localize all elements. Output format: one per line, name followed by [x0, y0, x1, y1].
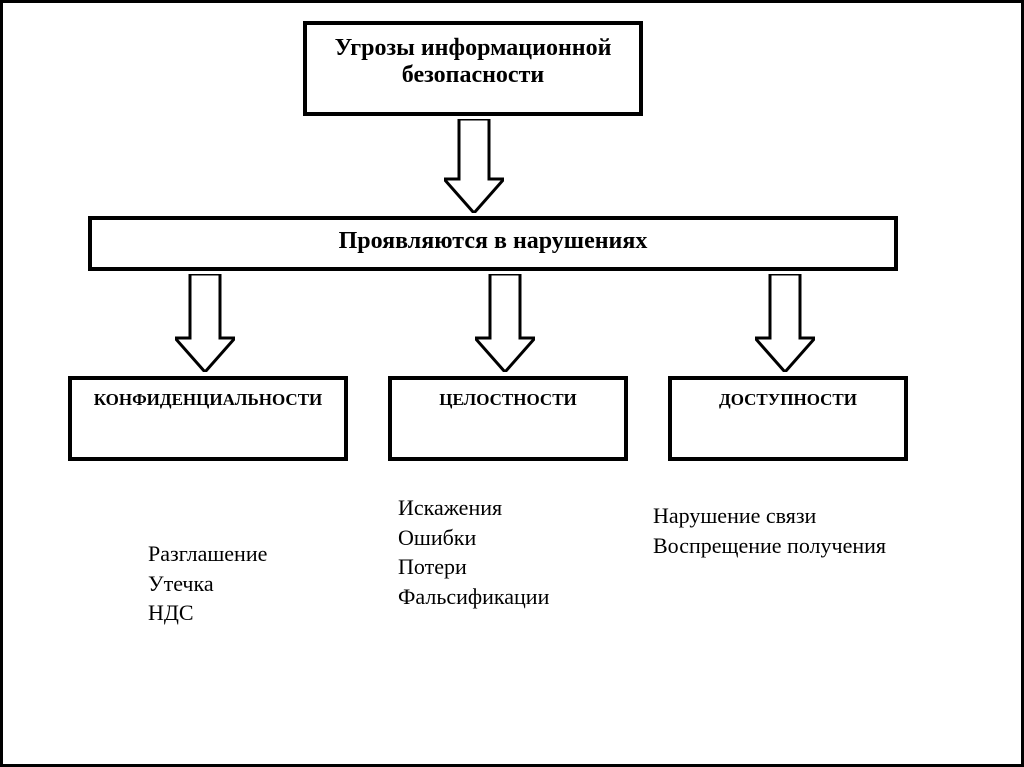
list-confidentiality: РазглашениеУтечкаНДС	[148, 539, 267, 628]
arrow-down-icon	[475, 274, 535, 372]
node-integrity: ЦЕЛОСТНОСТИ	[388, 376, 628, 461]
node-mid-label: Проявляются в нарушениях	[339, 228, 648, 255]
list-item: Ошибки	[398, 523, 549, 553]
node-root: Угрозы информационной безопасности	[303, 21, 643, 116]
node-availability-label: ДОСТУПНОСТИ	[719, 390, 857, 410]
arrow-down-icon	[755, 274, 815, 372]
diagram-canvas: Угрозы информационной безопасности Прояв…	[0, 0, 1024, 767]
list-item: Воспрещение получения	[653, 531, 886, 561]
list-item: Нарушение связи	[653, 501, 886, 531]
list-item: Фальсификации	[398, 582, 549, 612]
node-confidentiality-label: КОНФИДЕНЦИАЛЬНОСТИ	[94, 390, 323, 410]
list-item: Разглашение	[148, 539, 267, 569]
node-availability: ДОСТУПНОСТИ	[668, 376, 908, 461]
arrow-down-icon	[175, 274, 235, 372]
node-integrity-label: ЦЕЛОСТНОСТИ	[439, 390, 577, 410]
node-confidentiality: КОНФИДЕНЦИАЛЬНОСТИ	[68, 376, 348, 461]
arrow-down-icon	[444, 119, 504, 213]
list-item: Искажения	[398, 493, 549, 523]
list-item: Утечка	[148, 569, 267, 599]
list-availability: Нарушение связиВоспрещение получения	[653, 501, 886, 560]
node-root-label: Угрозы информационной безопасности	[307, 35, 639, 89]
list-item: Потери	[398, 552, 549, 582]
list-item: НДС	[148, 598, 267, 628]
node-mid: Проявляются в нарушениях	[88, 216, 898, 271]
list-integrity: ИскаженияОшибкиПотериФальсификации	[398, 493, 549, 612]
